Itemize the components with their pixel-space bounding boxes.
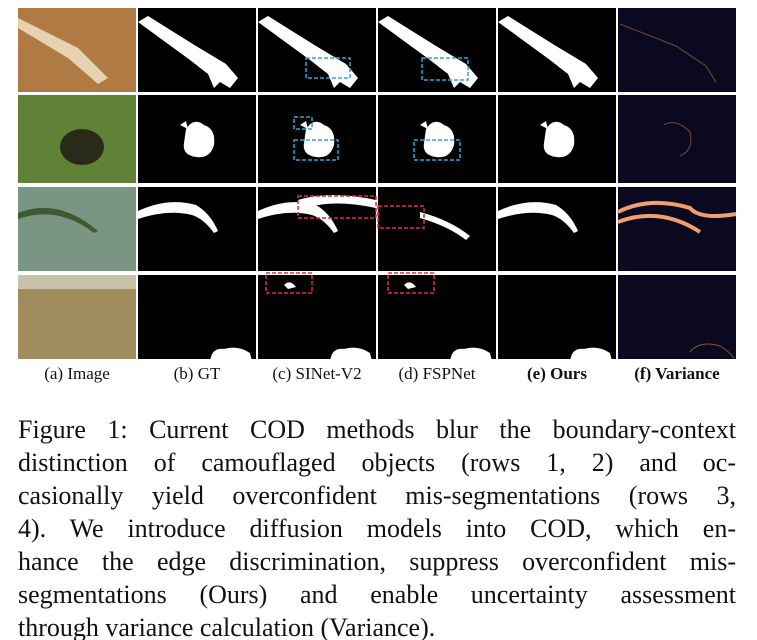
caption-line: distinction of camouflaged objects (rows…	[18, 448, 736, 477]
image-row-4	[18, 275, 136, 359]
mask-shape	[298, 195, 376, 210]
mask	[258, 275, 376, 359]
object	[60, 129, 104, 165]
highlight-boxes	[265, 57, 469, 294]
column-label: (b) GT	[173, 364, 221, 383]
caption-line: casionally yield overconfident mis-segme…	[18, 481, 736, 510]
mask	[378, 275, 496, 359]
caption-line: segmentations (Ours) and enable uncertai…	[18, 580, 736, 609]
variance-edge	[663, 122, 692, 157]
image-row-3	[18, 187, 136, 271]
highlight-box	[421, 57, 469, 81]
highlight-box	[413, 139, 461, 161]
mask	[498, 187, 616, 271]
variance-map	[618, 95, 736, 183]
object	[18, 18, 108, 84]
caption-line: 4). We introduce diffusion models into C…	[18, 514, 736, 543]
mask-grid	[138, 8, 616, 359]
caption-line: Figure 1: Current COD methods blur the b…	[18, 415, 736, 444]
caption-line: hance the edge discrimination, suppress …	[18, 547, 736, 576]
variance-map	[618, 187, 736, 271]
image-grid	[18, 8, 737, 361]
highlight-box	[293, 139, 339, 161]
caption: Figure 1: Current COD methods blur the b…	[18, 413, 736, 640]
highlight-box	[305, 57, 351, 79]
mask-shape	[420, 212, 470, 240]
highlight-box	[297, 195, 377, 219]
variance-map	[618, 8, 736, 92]
highlight-box	[293, 116, 313, 130]
photo	[18, 187, 136, 271]
variance-edge	[689, 343, 735, 359]
mask	[138, 187, 256, 271]
column-label: (c) SINet-V2	[272, 364, 362, 383]
sky	[18, 275, 136, 289]
mask	[498, 275, 616, 359]
column-label: (e) Ours	[527, 364, 587, 383]
highlight-box	[377, 205, 425, 229]
object	[18, 207, 98, 233]
variance-column	[617, 8, 737, 359]
column-label: (a) Image	[44, 364, 110, 383]
image-row-2	[18, 95, 136, 183]
variance-edge	[619, 23, 717, 83]
column-label: (d) FSPNet	[398, 364, 476, 383]
mask	[138, 275, 256, 359]
column-label: (f) Variance	[634, 364, 720, 383]
highlight-box	[265, 272, 313, 294]
variance-edge	[617, 200, 737, 234]
caption-line: through variance calculation (Variance).	[18, 613, 436, 640]
highlight-box	[387, 272, 435, 294]
variance-map	[618, 275, 736, 359]
mask	[378, 187, 496, 271]
image-row-1	[18, 8, 136, 92]
